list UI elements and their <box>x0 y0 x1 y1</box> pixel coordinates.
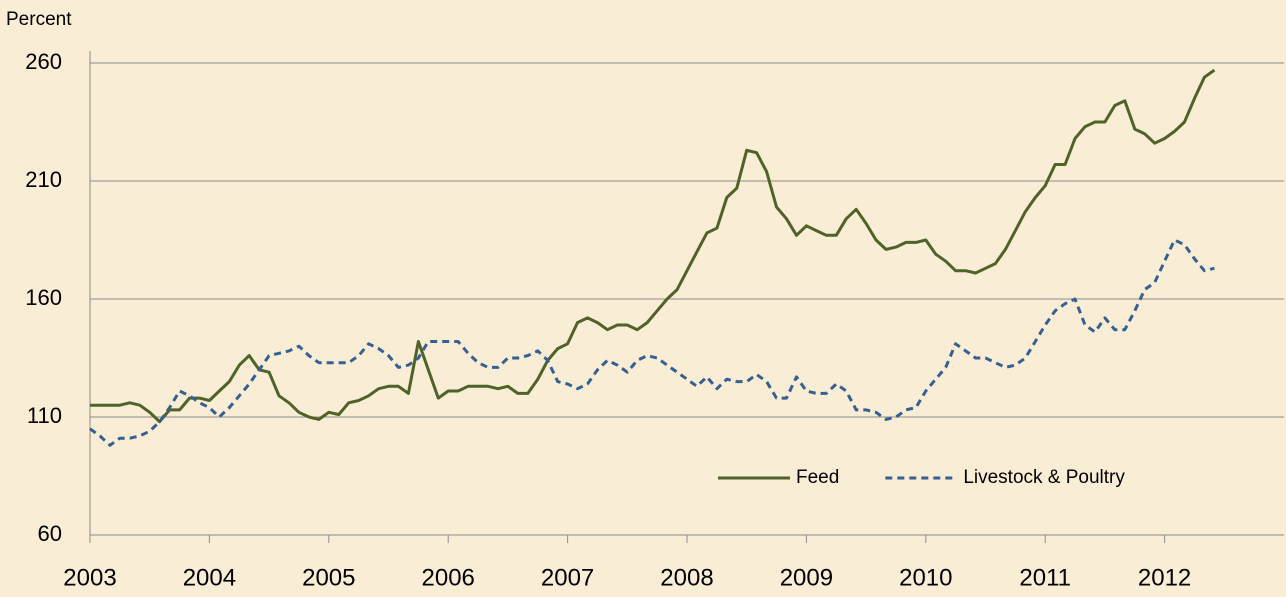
y-axis-label: Percent <box>6 9 72 30</box>
x-tick-label: 2008 <box>660 564 713 591</box>
x-tick-label: 2012 <box>1138 564 1191 591</box>
y-tick-label: 210 <box>25 167 62 192</box>
series-line <box>90 68 1216 424</box>
y-tick-label: 260 <box>25 49 62 74</box>
x-tick-label: 2004 <box>183 564 236 591</box>
legend-label: Feed <box>796 467 839 488</box>
x-tick-label: 2006 <box>422 564 475 591</box>
series-line <box>89 238 1215 447</box>
x-tick-label: 2010 <box>899 564 952 591</box>
y-tick-label: 60 <box>38 521 62 546</box>
x-tick-label: 2005 <box>302 564 355 591</box>
x-tick-label: 2009 <box>780 564 833 591</box>
x-tick-label: 2007 <box>541 564 594 591</box>
y-tick-label: 110 <box>27 403 62 428</box>
x-tick-label: 2003 <box>63 564 116 591</box>
x-tick-label: 2011 <box>1019 564 1071 591</box>
y-tick-label: 160 <box>25 285 62 310</box>
legend-label: Livestock & Poultry <box>963 467 1125 488</box>
